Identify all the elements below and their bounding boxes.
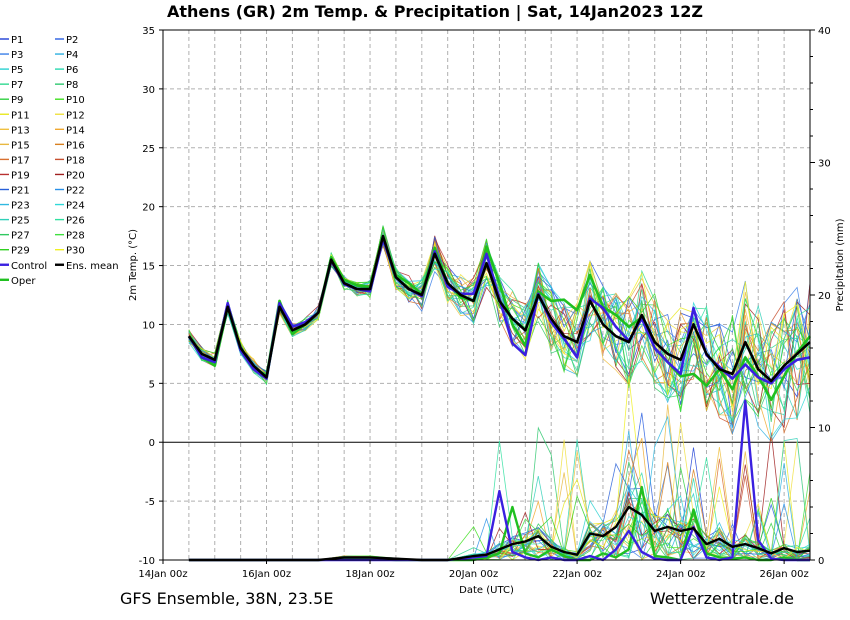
series-oper [187, 238, 812, 402]
plot-frame [162, 29, 811, 561]
legend-label: P16 [66, 140, 85, 151]
x-tick-label: 14Jan 00z [138, 569, 187, 580]
member-temp-line [188, 228, 811, 420]
legend-label: P22 [66, 186, 85, 197]
x-tick-label: 20Jan 00z [449, 569, 498, 580]
legend-label: P19 [11, 170, 30, 181]
y-left-axis-label: 2m Temp. (°C) [128, 229, 139, 301]
legend-label: P23 [11, 201, 30, 212]
y-left-tick-label: 10 [142, 320, 155, 331]
footer-source: Wetterzentrale.de [650, 589, 794, 608]
legend-label: P13 [11, 125, 30, 136]
legend-label: Oper [11, 276, 36, 287]
legend-label: P4 [66, 50, 78, 61]
legend-label: P20 [66, 170, 85, 181]
legend: P1 P2 P3 P4 P5 P6 P7 P8 P9 P10 P11 P12 P13 P14 P15 P16 P… [0, 35, 119, 287]
legend-label: P17 [11, 155, 30, 166]
legend-label: P11 [11, 110, 30, 121]
legend-label: P18 [66, 155, 85, 166]
y-right-tick-label: 0 [818, 556, 824, 567]
legend-label: P7 [11, 80, 23, 91]
legend-label: P5 [11, 65, 23, 76]
legend-label: P27 [11, 231, 30, 242]
legend-label: P6 [66, 65, 78, 76]
y-right-tick-label: 20 [818, 291, 831, 302]
legend-label: Ens. mean [66, 261, 119, 272]
chart-title: Athens (GR) 2m Temp. & Precipitation | S… [167, 2, 703, 22]
y-right-tick-label: 30 [818, 159, 831, 170]
y-left-tick-label: 15 [142, 262, 155, 273]
legend-label: P28 [66, 231, 85, 242]
series-ens-mean-precip [188, 505, 811, 562]
legend-label: P3 [11, 50, 23, 61]
y-left-tick-label: -10 [139, 556, 155, 567]
x-axis-label: Date (UTC) [459, 585, 514, 596]
legend-label: P1 [11, 35, 23, 46]
y-left-tick-label: -5 [145, 497, 155, 508]
y-left-tick-label: 30 [142, 85, 155, 96]
legend-label: P14 [66, 125, 85, 136]
x-tick-label: 18Jan 00z [345, 569, 394, 580]
main-series-layer [187, 234, 812, 402]
x-tick-label: 16Jan 00z [242, 569, 291, 580]
legend-label: P8 [66, 80, 78, 91]
axis-layer: -10 -5 0 5 10 15 20 25 30 35 0 10 20 30 40 14Jan 00z 16J… [128, 26, 846, 596]
legend-label: P25 [11, 216, 30, 227]
legend-label: P9 [11, 95, 23, 106]
legend-label: P21 [11, 186, 30, 197]
legend-label: P30 [66, 246, 85, 257]
y-left-tick-label: 0 [149, 438, 155, 449]
legend-label: P24 [66, 201, 85, 212]
legend-label: P2 [66, 35, 78, 46]
y-left-tick-label: 25 [142, 144, 155, 155]
y-right-axis-label: Precipitation (mm) [835, 218, 846, 311]
y-right-tick-label: 10 [818, 424, 831, 435]
legend-label: P29 [11, 246, 30, 257]
x-tick-label: 24Jan 00z [656, 569, 705, 580]
x-tick-label: 22Jan 00z [552, 569, 601, 580]
legend-label: P12 [66, 110, 85, 121]
legend-label: Control [11, 261, 47, 272]
y-left-tick-label: 35 [142, 26, 155, 37]
footer-model-info: GFS Ensemble, 38N, 23.5E [120, 589, 333, 608]
series-ens-mean [187, 234, 811, 383]
legend-label: P10 [66, 95, 85, 106]
grid-layer [163, 30, 810, 560]
y-right-tick-label: 40 [818, 26, 831, 37]
x-tick-label: 26Jan 00z [759, 569, 808, 580]
y-left-tick-label: 20 [142, 203, 155, 214]
y-left-tick-label: 5 [149, 379, 155, 390]
legend-label: P15 [11, 140, 30, 151]
legend-label: P26 [66, 216, 85, 227]
